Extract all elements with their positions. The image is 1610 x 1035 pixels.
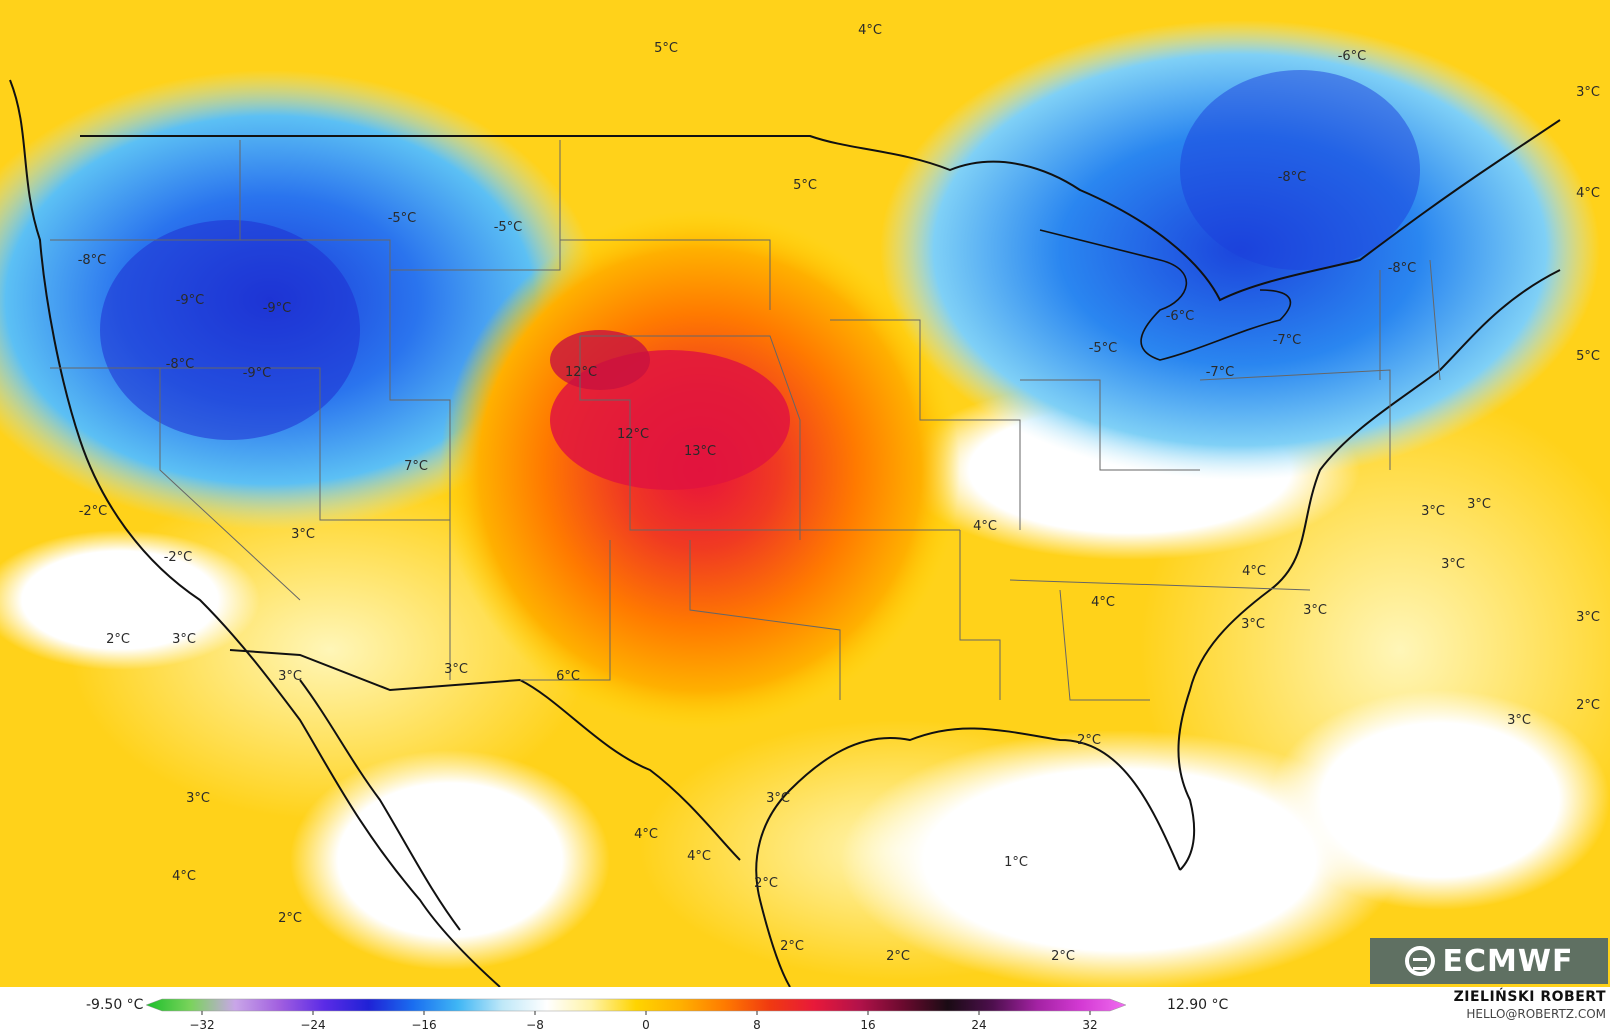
legend-tick-label: −24	[300, 1018, 325, 1032]
temperature-anomaly-map: 5°C 4°C -6°C 3°C 5°C -8°C 4°C -5°C -5°C -8°C -8°C -…	[0, 0, 1610, 987]
contour-label: 1°C	[1004, 855, 1028, 870]
contour-label: 3°C	[1576, 610, 1600, 625]
contour-label: 2°C	[278, 911, 302, 926]
us-mexico-border	[229, 649, 741, 861]
contour-label: 12°C	[565, 365, 597, 380]
contour-label: 2°C	[886, 949, 910, 964]
contour-label: 3°C	[172, 632, 196, 647]
contour-label: -8°C	[78, 253, 107, 268]
legend-tick-label: 24	[971, 1018, 986, 1032]
ecmwf-logo-icon	[1404, 946, 1435, 976]
great-lakes	[1039, 229, 1292, 361]
contour-label: -6°C	[1166, 309, 1195, 324]
contour-label: 3°C	[1507, 713, 1531, 728]
contour-label: 5°C	[793, 178, 817, 193]
contour-label: 12°C	[617, 427, 649, 442]
contour-label: 3°C	[1303, 603, 1327, 618]
legend-tick-label: 32	[1082, 1018, 1097, 1032]
contour-label: 2°C	[106, 632, 130, 647]
contour-label: -9°C	[263, 301, 292, 316]
credit-name: ZIELIŃSKI ROBERT	[1453, 989, 1606, 1005]
legend-tick-label: 16	[860, 1018, 875, 1032]
contour-label: 3°C	[1441, 557, 1465, 572]
contour-label: 3°C	[444, 662, 468, 677]
contour-label: 3°C	[766, 791, 790, 806]
contour-label: 4°C	[1242, 564, 1266, 579]
contour-label: -9°C	[176, 293, 205, 308]
contour-label: 2°C	[1051, 949, 1075, 964]
legend-max-label: 12.90 °C	[1167, 997, 1229, 1013]
contour-label: 3°C	[291, 527, 315, 542]
contour-label: 4°C	[634, 827, 658, 842]
contour-label: -5°C	[1089, 341, 1118, 356]
contour-label: 4°C	[1576, 186, 1600, 201]
contour-label: 3°C	[1241, 617, 1265, 632]
field-cold-west-core	[100, 220, 360, 440]
legend-min-label: -9.50 °C	[86, 997, 144, 1013]
contour-label: 5°C	[654, 41, 678, 56]
contour-label: 13°C	[684, 444, 716, 459]
contour-label: 3°C	[1421, 504, 1445, 519]
contour-label: 2°C	[1077, 733, 1101, 748]
contour-label: -2°C	[79, 504, 108, 519]
contour-label: -9°C	[243, 366, 272, 381]
contour-label: 4°C	[858, 23, 882, 38]
contour-label: -5°C	[388, 211, 417, 226]
contour-label: 2°C	[754, 876, 778, 891]
field-hot-core-2	[550, 330, 650, 390]
legend-tick-label: 8	[753, 1018, 761, 1032]
ecmwf-logo: ECMWF	[1370, 938, 1608, 984]
boundaries	[9, 79, 1561, 987]
contour-label: 2°C	[780, 939, 804, 954]
state-lines	[50, 140, 1441, 701]
contour-label: -8°C	[166, 357, 195, 372]
baja-coast	[299, 679, 461, 931]
contour-labels: 5°C 4°C -6°C 3°C 5°C -8°C 4°C -5°C -5°C -8°C -8°C -…	[78, 23, 1600, 964]
contour-label: 3°C	[1576, 85, 1600, 100]
credit-email: HELLO@ROBERTZ.COM	[1466, 1007, 1606, 1021]
contour-label: -2°C	[164, 550, 193, 565]
field-white-pacific	[0, 530, 260, 670]
field-white-gulf	[840, 730, 1400, 987]
field-white-mexico	[290, 750, 610, 970]
east-coast	[1177, 269, 1561, 871]
gulf-coast	[755, 727, 1181, 987]
contour-label: 6°C	[556, 669, 580, 684]
contour-label: -8°C	[1388, 261, 1417, 276]
field-white-atlantic	[1270, 690, 1610, 910]
contour-label: -7°C	[1206, 365, 1235, 380]
legend-tick-label: −8	[526, 1018, 544, 1032]
contour-label: 4°C	[687, 849, 711, 864]
contour-label: 3°C	[186, 791, 210, 806]
contour-label: -8°C	[1278, 170, 1307, 185]
legend-tick-label: −32	[189, 1018, 214, 1032]
us-canada-border	[80, 119, 1561, 302]
contour-label: 3°C	[1467, 497, 1491, 512]
legend-tick-label: 0	[642, 1018, 650, 1032]
legend-colorbar	[145, 998, 1127, 1012]
contour-label: 4°C	[1091, 595, 1115, 610]
field-cold-east-core	[1180, 70, 1420, 270]
contour-label: 5°C	[1576, 349, 1600, 364]
contour-label: -6°C	[1338, 49, 1367, 64]
color-legend: -9.50 °C −32 −24 −16 −8 0 8 16 24 32 12.90 °C ZI…	[0, 987, 1610, 1035]
contour-label: 7°C	[404, 459, 428, 474]
contour-label: 4°C	[172, 869, 196, 884]
contour-label: -5°C	[494, 220, 523, 235]
legend-ticks: −32 −24 −16 −8 0 8 16 24 32	[189, 1011, 1098, 1032]
contour-label: 2°C	[1576, 698, 1600, 713]
contour-label: -7°C	[1273, 333, 1302, 348]
pacific-coast	[9, 79, 501, 987]
ecmwf-logo-text: ECMWF	[1442, 943, 1574, 979]
contour-label: 4°C	[973, 519, 997, 534]
legend-tick-label: −16	[411, 1018, 436, 1032]
contour-label: 3°C	[278, 669, 302, 684]
